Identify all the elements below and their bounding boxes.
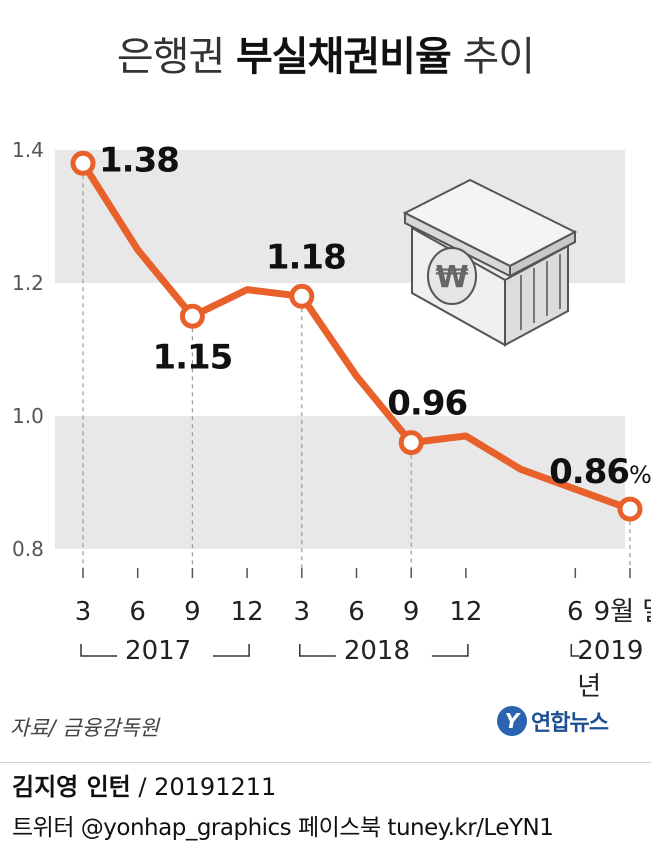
data-label-4: 1.18 (266, 237, 346, 277)
x-tick-label: 12 (449, 597, 482, 627)
year-bracket-left (570, 644, 580, 657)
logo-name: 연합뉴스 (531, 711, 609, 736)
title-light: 은행권 (116, 34, 236, 80)
data-label-6: 0.96 (387, 384, 467, 424)
credit-author: 김지영 인턴 (12, 773, 131, 801)
year-label: 2017 (125, 636, 192, 666)
y-axis-ticks: 0.8 1.0 1.2 1.4 (12, 138, 44, 561)
band-1 (55, 416, 625, 549)
source-note: 자료/ 금융감독원 (10, 716, 159, 740)
data-point-4 (289, 283, 315, 309)
data-label-0: 1.38 (99, 140, 179, 180)
social-links: 트위터 @yonhap_graphics 페이스북 tuney.kr/LeYN1 (12, 815, 554, 841)
footer-divider (0, 762, 651, 763)
x-tick-label: 9월 말 (594, 597, 651, 627)
bank-building-icon: ₩ (402, 178, 578, 347)
chart-title: 은행권 부실채권비율 추이 (0, 24, 651, 82)
year-bracket-left (80, 644, 118, 657)
year-brackets (80, 644, 580, 657)
year-label: 2018 (343, 636, 411, 666)
year-bracket-left (299, 644, 336, 657)
data-point-10 (617, 496, 643, 522)
data-label-10: 0.86% (549, 452, 651, 492)
x-axis-ticks: 3 6 9 12 3 6 9 12 6 9월 말 (75, 568, 651, 627)
credit-date: / 20191211 (130, 773, 277, 801)
x-tick-label: 3 (75, 597, 92, 627)
data-point-0 (70, 150, 96, 176)
title-bold: 부실채권비율 (235, 34, 452, 80)
x-tick-label: 6 (348, 597, 365, 627)
year-bracket-right (431, 644, 469, 657)
y-tick-label: 1.4 (12, 138, 44, 162)
x-tick-label: 12 (231, 597, 264, 627)
x-tick-label: 9 (403, 597, 420, 627)
credit-line: 김지영 인턴 / 20191211 (12, 767, 276, 802)
data-points (70, 150, 643, 522)
y-tick-label: 0.8 (12, 537, 44, 561)
x-tick-label: 9 (184, 597, 201, 627)
x-tick-label: 3 (294, 597, 311, 627)
data-point-6 (398, 430, 424, 456)
series-line (79, 159, 634, 513)
yonhap-globe-icon: Y (497, 706, 527, 736)
x-tick-label: 6 (129, 597, 146, 627)
data-point-2 (179, 303, 205, 329)
guide-lines (82, 175, 631, 568)
x-tick-label: 6 (567, 597, 584, 627)
y-tick-label: 1.2 (12, 271, 44, 295)
year-label: 2019년 (577, 636, 644, 702)
data-label-2: 1.15 (152, 337, 232, 377)
svg-text:₩: ₩ (435, 260, 468, 295)
yonhap-logo: Y 연합뉴스 (497, 705, 609, 737)
y-tick-label: 1.0 (12, 404, 44, 428)
title-light-2: 추이 (450, 34, 536, 80)
data-labels: 1.38 1.15 1.18 0.96 0.86% (99, 140, 651, 492)
year-bracket-right (213, 644, 250, 657)
